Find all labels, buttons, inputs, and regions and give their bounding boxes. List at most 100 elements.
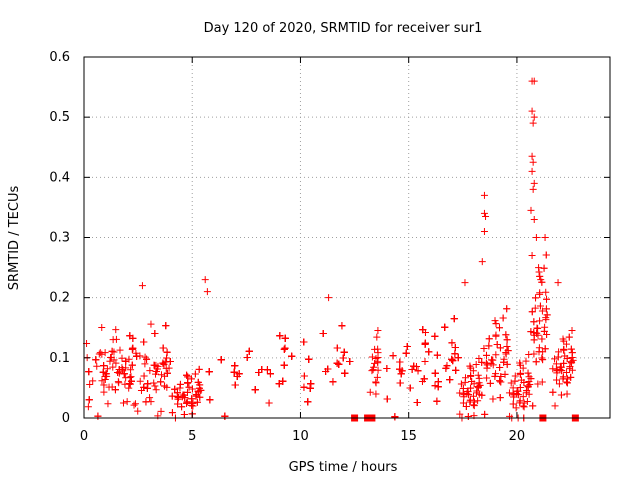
data-point: [408, 366, 416, 374]
data-point: [368, 367, 376, 375]
data-point: [85, 368, 93, 376]
data-point: [505, 389, 513, 397]
data-point: [140, 372, 148, 380]
data-point: [474, 371, 482, 379]
data-point: [183, 371, 191, 379]
data-point: [335, 360, 343, 368]
y-tick-label: 0: [62, 411, 70, 426]
data-point: [410, 362, 418, 370]
data-point: [527, 375, 535, 383]
data-point: [457, 380, 465, 388]
data-point: [396, 358, 404, 366]
data-point: [195, 388, 203, 396]
data-point: [503, 305, 511, 313]
data-point: [333, 344, 341, 352]
data-point: [100, 362, 108, 370]
data-point: [553, 367, 561, 375]
data-point: [114, 378, 122, 386]
data-point: [99, 368, 107, 376]
y-tick-label: 0.5: [49, 110, 70, 125]
data-point: [451, 343, 459, 351]
data-point: [559, 373, 567, 381]
data-point: [567, 373, 575, 381]
x-axis-label: GPS time / hours: [289, 460, 398, 475]
data-point: [103, 365, 111, 373]
data-point: [549, 388, 557, 396]
data-point: [101, 373, 109, 381]
data-point: [551, 402, 559, 410]
data-point: [535, 348, 543, 356]
data-point: [281, 344, 289, 352]
data-point: [389, 352, 397, 360]
data-point: [111, 386, 119, 394]
data-point: [503, 336, 511, 344]
data-point: [530, 215, 538, 223]
data-point: [108, 347, 116, 355]
data-point: [112, 335, 120, 343]
data-point: [509, 384, 517, 392]
data-point: [512, 404, 520, 412]
data-point: [152, 367, 160, 375]
data-point: [523, 397, 531, 405]
data-point: [540, 327, 548, 335]
data-point: [543, 295, 551, 303]
data-point: [492, 331, 500, 339]
data-point: [369, 366, 377, 374]
data-point: [531, 304, 539, 312]
data-point: [173, 389, 181, 397]
data-point: [86, 380, 94, 388]
data-point: [116, 346, 124, 354]
data-point: [530, 318, 538, 326]
data-point: [554, 279, 562, 287]
data-point: [538, 378, 546, 386]
data-point: [434, 383, 442, 391]
data-point: [481, 410, 489, 418]
data-point: [542, 288, 550, 296]
data-point: [89, 377, 97, 385]
data-point: [467, 372, 475, 380]
data-point: [532, 358, 540, 366]
data-point: [488, 356, 496, 364]
data-point: [372, 378, 380, 386]
data-point: [520, 379, 528, 387]
data-point: [563, 369, 571, 377]
data-point: [183, 398, 191, 406]
data-point: [449, 357, 457, 365]
data-point: [536, 272, 544, 280]
data-point: [433, 351, 441, 359]
data-point: [280, 361, 288, 369]
data-point: [563, 379, 571, 387]
data-point: [414, 367, 422, 375]
data-point: [98, 377, 106, 385]
data-point: [115, 365, 123, 373]
data-point: [140, 383, 148, 391]
data-point: [514, 387, 522, 395]
data-point: [568, 353, 576, 361]
data-point: [255, 369, 263, 377]
data-point: [534, 380, 542, 388]
data-point: [339, 354, 347, 362]
data-point: [533, 324, 541, 332]
data-point: [396, 365, 404, 373]
data-point: [446, 376, 454, 384]
data-point: [528, 107, 536, 115]
data-point: [504, 347, 512, 355]
data-point: [527, 328, 535, 336]
data-point: [425, 348, 433, 356]
data-point: [185, 383, 193, 391]
data-point: [118, 354, 126, 362]
data-point: [85, 396, 93, 404]
data-point: [462, 374, 470, 382]
data-point: [486, 379, 494, 387]
data-point: [187, 375, 195, 383]
data-point: [480, 209, 488, 217]
data-point: [146, 367, 154, 375]
data-point: [371, 345, 379, 353]
data-point: [152, 386, 160, 394]
data-point: [184, 379, 192, 387]
data-point: [491, 317, 499, 325]
data-point: [553, 376, 561, 384]
chart-title: Day 120 of 2020, SRMTID for receiver sur…: [204, 21, 483, 36]
data-point: [406, 384, 414, 392]
